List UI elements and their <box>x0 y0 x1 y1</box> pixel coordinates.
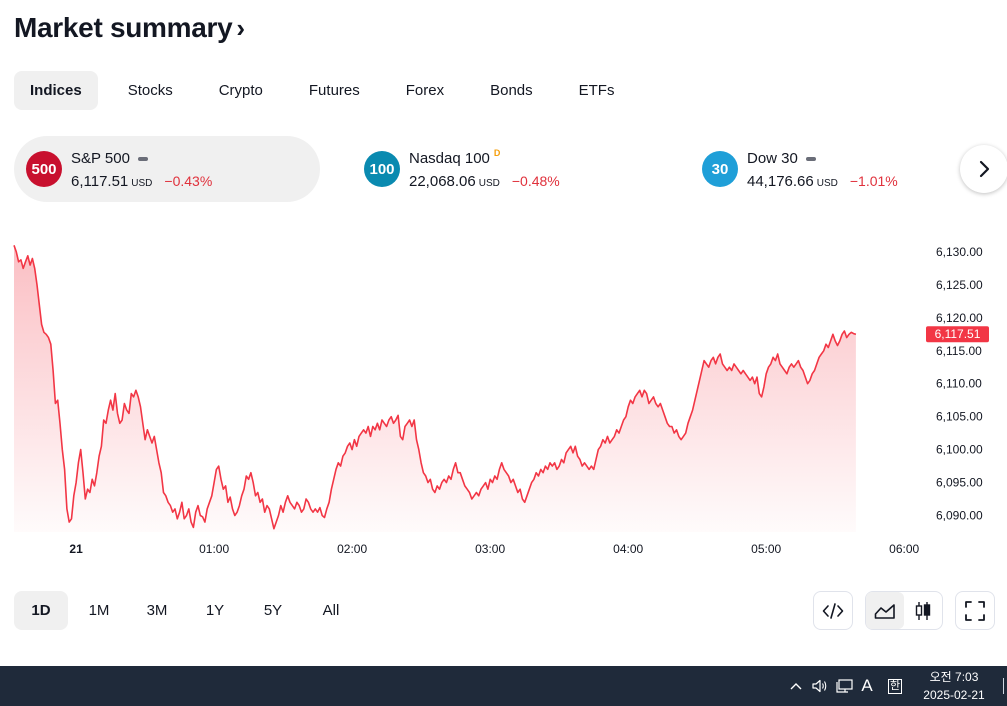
y-axis-tick-label: 6,120.00 <box>936 311 983 325</box>
tab-forex[interactable]: Forex <box>405 82 445 99</box>
last-price-tag <box>926 326 989 343</box>
clock-date: 2025-02-21 <box>923 688 985 702</box>
area-chart-button[interactable] <box>866 592 904 629</box>
market-closed-icon <box>805 156 816 161</box>
range-1m[interactable]: 1M <box>88 602 110 619</box>
index-price: 6,117.51 <box>71 172 129 190</box>
windows-taskbar: A 한 오전 7:03 2025-02-21 <box>0 666 1007 706</box>
y-axis-tick-label: 6,110.00 <box>936 377 982 391</box>
tab-indices[interactable]: Indices <box>14 71 98 110</box>
index-change: −0.48% <box>511 172 560 189</box>
index-badge: 500 <box>26 151 62 187</box>
volume-button[interactable] <box>810 666 830 706</box>
index-name: Nasdaq 100 <box>409 150 490 167</box>
tab-etfs[interactable]: ETFs <box>578 82 615 99</box>
y-axis-tick-label: 6,115.00 <box>936 344 982 358</box>
price-chart-svg: 6,130.00 6,125.00 6,120.00 6,115.00 6,110.00… <box>13 245 989 556</box>
index-change: −1.01% <box>849 172 898 189</box>
range-all[interactable]: All <box>322 602 340 619</box>
clock-time: 오전 7:03 <box>929 670 979 684</box>
range-3m[interactable]: 3M <box>146 602 168 619</box>
y-axis-tick-label: 6,095.00 <box>936 476 983 490</box>
y-axis-tick-label: 6,090.00 <box>936 509 983 523</box>
x-axis-tick-label: 05:00 <box>751 542 781 556</box>
range-1d[interactable]: 1D <box>14 591 68 630</box>
y-axis-tick-label: 6,125.00 <box>936 278 983 292</box>
next-cards-button[interactable] <box>960 145 1007 193</box>
x-axis-tick-label: 04:00 <box>613 542 643 556</box>
index-currency: USD <box>131 177 153 189</box>
index-badge: 100 <box>364 151 400 187</box>
x-axis-tick-label: 21 <box>69 542 83 556</box>
network-button[interactable] <box>834 666 856 706</box>
page-title-text: Market summary <box>14 12 233 43</box>
candlestick-icon <box>915 601 931 620</box>
area-chart-icon <box>874 603 895 619</box>
price-area-fill <box>14 245 856 533</box>
input-language-button[interactable]: A <box>861 676 873 695</box>
index-name: S&P 500 <box>71 150 130 167</box>
index-badge: 30 <box>702 151 738 187</box>
index-currency: USD <box>816 177 838 189</box>
index-change: −0.43% <box>164 172 213 189</box>
delayed-data-marker: D <box>493 147 501 158</box>
tab-crypto[interactable]: Crypto <box>218 82 263 99</box>
index-price: 44,176.66 <box>747 172 814 190</box>
ime-mode-label: 한 <box>887 678 903 694</box>
range-1y[interactable]: 1Y <box>205 602 225 619</box>
chevron-right-icon: › <box>236 12 245 43</box>
category-tabs: Indices Stocks Crypto Futures Forex Bond… <box>14 71 644 110</box>
y-axis-tick-label: 6,130.00 <box>936 245 983 259</box>
time-range-selector: 1D 1M 3M 1Y 5Y All <box>14 591 362 630</box>
code-icon <box>822 602 844 619</box>
chevron-right-icon <box>979 160 990 178</box>
index-card-nasdaq100[interactable]: 100 Nasdaq 100 D 22,068.06 USD −0.48% <box>352 136 652 202</box>
ime-mode-button[interactable]: 한 <box>884 666 906 706</box>
y-axis-tick-label: 6,105.00 <box>936 410 983 424</box>
x-axis-tick-label: 01:00 <box>199 542 229 556</box>
show-hidden-icons-button[interactable] <box>786 666 806 706</box>
show-desktop-button[interactable] <box>1003 678 1006 694</box>
candlestick-chart-button[interactable] <box>904 592 942 629</box>
fullscreen-button[interactable] <box>955 591 995 630</box>
x-axis-tick-label: 02:00 <box>337 542 367 556</box>
index-card-dow30[interactable]: 30 Dow 30 44,176.66 USD −1.01% <box>690 136 960 202</box>
price-chart[interactable]: 6,130.00 6,125.00 6,120.00 6,115.00 6,110.00… <box>0 230 1007 570</box>
chevron-up-icon <box>790 683 802 690</box>
index-card-sp500[interactable]: 500 S&P 500 6,117.51 USD −0.43% <box>14 136 320 202</box>
index-currency: USD <box>478 177 500 189</box>
embed-button[interactable] <box>813 591 853 630</box>
page-title[interactable]: Market summary › <box>14 12 245 44</box>
tab-futures[interactable]: Futures <box>308 82 360 99</box>
index-name: Dow 30 <box>747 150 798 167</box>
last-price-label: 6,117.51 <box>935 327 981 341</box>
speaker-icon <box>812 679 827 693</box>
price-series-line <box>13 245 857 530</box>
market-closed-icon <box>137 156 148 161</box>
tab-bonds[interactable]: Bonds <box>490 82 533 99</box>
range-5y[interactable]: 5Y <box>263 602 283 619</box>
x-axis-tick-label: 03:00 <box>475 542 505 556</box>
taskbar-clock[interactable]: 오전 7:03 2025-02-21 <box>912 668 996 704</box>
fullscreen-icon <box>965 600 985 621</box>
network-icon <box>836 679 853 693</box>
chart-type-switcher <box>865 591 943 630</box>
index-price: 22,068.06 <box>409 172 476 190</box>
index-cards: 500 S&P 500 6,117.51 USD −0.43% 100 Nasd… <box>14 136 1007 202</box>
tab-stocks[interactable]: Stocks <box>127 82 173 99</box>
y-axis-tick-label: 6,100.00 <box>936 443 983 457</box>
x-axis-tick-label: 06:00 <box>889 542 919 556</box>
